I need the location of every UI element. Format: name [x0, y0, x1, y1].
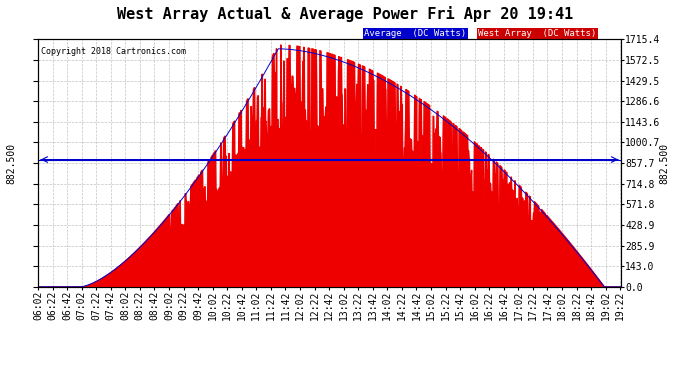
Text: West Array  (DC Watts): West Array (DC Watts)	[478, 29, 596, 38]
Text: 882.500: 882.500	[660, 142, 670, 184]
Text: 882.500: 882.500	[7, 142, 17, 184]
Text: Copyright 2018 Cartronics.com: Copyright 2018 Cartronics.com	[41, 47, 186, 56]
Text: Average  (DC Watts): Average (DC Watts)	[364, 29, 466, 38]
Text: West Array Actual & Average Power Fri Apr 20 19:41: West Array Actual & Average Power Fri Ap…	[117, 6, 573, 22]
